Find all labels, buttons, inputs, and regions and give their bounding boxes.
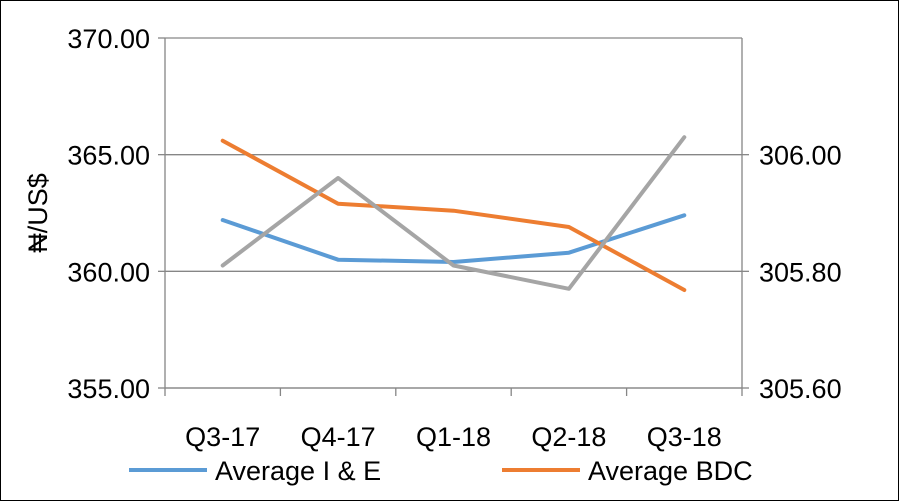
x-tick-label: Q1-18 — [416, 422, 491, 452]
y-right-tick-label: 305.80 — [759, 257, 842, 287]
axes — [158, 37, 749, 396]
series-line — [220, 213, 687, 264]
gridlines — [165, 37, 742, 389]
x-tick-label: Q2-18 — [531, 422, 606, 452]
series-line — [220, 138, 687, 292]
x-tick-label: Q3-18 — [647, 422, 722, 452]
y-axis-title: ₦/US$ — [23, 173, 53, 253]
x-tick-label: Q3-17 — [185, 422, 260, 452]
legend: Average I & E Average BDC — [129, 456, 753, 486]
legend-label: Average BDC — [588, 456, 753, 486]
axis-labels: 355.00 360.00 365.00 370.00 305.60 305.80 306.… — [23, 24, 842, 452]
y-right-tick-label: 306.00 — [759, 141, 842, 171]
y-left-tick-label: 365.00 — [67, 141, 150, 171]
y-left-tick-label: 360.00 — [67, 257, 150, 287]
y-left-tick-label: 355.00 — [67, 374, 150, 404]
y-left-tick-label: 370.00 — [67, 24, 150, 54]
y-right-tick-label: 305.60 — [759, 374, 842, 404]
series-lines — [220, 135, 687, 292]
x-tick-label: Q4-17 — [301, 422, 376, 452]
legend-label: Average I & E — [215, 456, 381, 486]
series-line — [220, 135, 687, 291]
